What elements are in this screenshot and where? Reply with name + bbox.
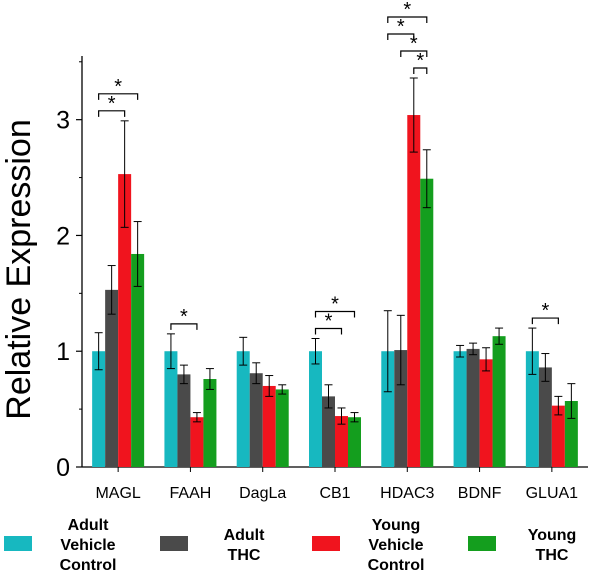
bar: [453, 351, 467, 467]
x-tick-label: CB1: [319, 485, 350, 502]
significance-bracket: [413, 67, 428, 74]
significance-bracket: [314, 310, 356, 318]
error-bar-group: [94, 77, 576, 425]
significance-star: *: [325, 310, 333, 332]
y-tick-label: 3: [56, 107, 70, 135]
bar: [348, 417, 361, 467]
bar: [322, 396, 335, 467]
y-axis-label: Relative Expression: [0, 119, 38, 419]
bar: [420, 178, 434, 467]
bar: [564, 401, 578, 467]
legend-swatch: [312, 536, 340, 551]
bar: [407, 115, 421, 467]
legend-label: Vehicle: [60, 537, 115, 554]
legend-swatch: [4, 536, 32, 551]
y-tick-label: 2: [56, 222, 70, 250]
legend-label: Adult: [224, 527, 266, 544]
legend-label: Young: [528, 527, 577, 544]
significance-bracket: [314, 327, 343, 335]
significance-star: *: [331, 293, 339, 315]
bar: [131, 253, 145, 467]
bar: [538, 367, 552, 467]
bar: [492, 336, 506, 467]
x-tick-label: DagLa: [239, 485, 286, 502]
bar: [105, 289, 119, 467]
chart-axes: 0 1 2 3 Relative Expression MAGL FAAH DagLa CB1 H…: [0, 56, 588, 502]
bar: [309, 351, 322, 467]
bar: [262, 385, 276, 467]
bar: [118, 174, 132, 467]
y-tick-label: 0: [56, 454, 70, 482]
x-tick-label: BDNF: [458, 485, 502, 502]
significance-bracket: [98, 93, 139, 100]
significance-star: *: [416, 50, 424, 72]
significance-star: *: [108, 93, 116, 115]
bar-series-group: [92, 115, 578, 467]
legend-label: Control: [368, 557, 425, 574]
bar: [203, 379, 217, 467]
bar: [249, 373, 263, 467]
significance-star: *: [410, 33, 418, 55]
bar: [551, 405, 565, 467]
x-tick-label: HDAC3: [380, 485, 434, 502]
legend-label: Control: [60, 557, 117, 574]
bar: [335, 416, 348, 467]
y-tick-label: 1: [56, 338, 70, 366]
significance-bracket: [387, 16, 428, 23]
legend-label: THC: [228, 547, 261, 564]
legend-swatch: [468, 536, 496, 551]
significance-bracket: [387, 33, 415, 40]
legend-swatch: [160, 536, 188, 551]
bar: [236, 351, 250, 467]
bar: [381, 351, 395, 467]
bar: [394, 350, 408, 467]
legend-label: Vehicle: [368, 537, 423, 554]
x-tick-label: MAGL: [95, 485, 140, 502]
significance-bracket: [98, 110, 126, 117]
significance-star: *: [397, 16, 405, 38]
bar: [479, 359, 493, 467]
bar: [164, 351, 178, 467]
significance-bracket: [170, 323, 198, 330]
legend-label: THC: [536, 547, 569, 564]
significance-star: *: [114, 76, 122, 98]
bar: [177, 374, 191, 467]
significance-star: *: [541, 300, 549, 322]
bar: [525, 351, 539, 467]
significance-bracket: [400, 50, 428, 57]
bar: [275, 389, 289, 467]
legend-label: Adult: [68, 517, 110, 534]
significance-bracket-group: *** *******: [98, 0, 559, 335]
significance-star: *: [403, 0, 411, 21]
legend: Adult Vehicle Control Adult THC Young Vehicle C…: [4, 517, 576, 574]
legend-label: Young: [372, 517, 421, 534]
significance-bracket: [531, 317, 559, 325]
bar: [466, 348, 480, 467]
bar: [92, 351, 106, 467]
bar: [190, 417, 204, 467]
x-tick-label: GLUA1: [526, 485, 579, 502]
significance-star: *: [180, 306, 188, 328]
x-tick-label: FAAH: [170, 485, 212, 502]
